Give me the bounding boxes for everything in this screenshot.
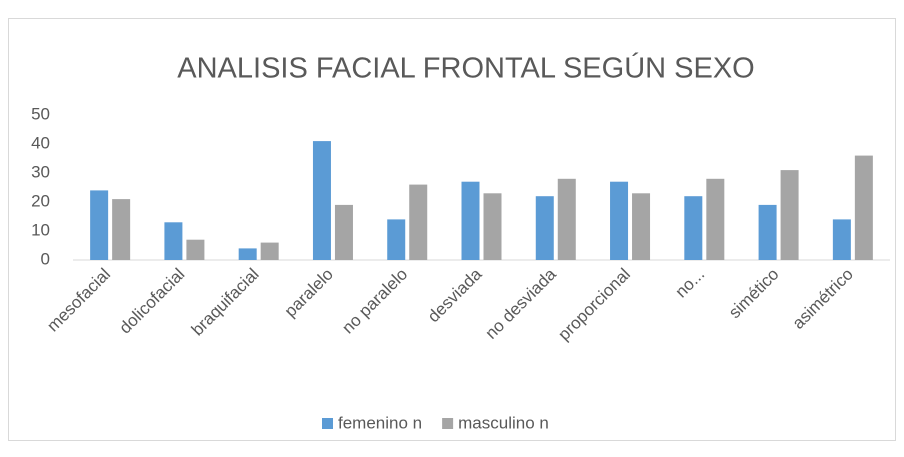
chart-title: ANALISIS FACIAL FRONTAL SEGÚN SEXO bbox=[177, 52, 754, 85]
bar bbox=[832, 219, 851, 260]
bar bbox=[334, 204, 353, 260]
bar bbox=[260, 242, 279, 260]
y-tick-label: 30 bbox=[31, 162, 50, 181]
bar bbox=[557, 178, 576, 260]
bar bbox=[387, 219, 406, 260]
bar bbox=[483, 193, 502, 260]
bar bbox=[164, 222, 183, 260]
bar bbox=[632, 193, 651, 260]
legend-swatch bbox=[322, 418, 333, 429]
bar bbox=[461, 181, 480, 260]
bar bbox=[706, 178, 725, 260]
bar bbox=[238, 248, 257, 260]
chart-frame bbox=[8, 18, 896, 441]
bar bbox=[610, 181, 629, 260]
y-tick-label: 10 bbox=[31, 220, 50, 239]
legend-swatch bbox=[442, 418, 454, 429]
bar bbox=[312, 141, 331, 260]
y-tick-label: 50 bbox=[31, 104, 50, 123]
bar bbox=[112, 199, 131, 260]
legend-label: masculino n bbox=[458, 413, 549, 432]
bar bbox=[780, 170, 799, 260]
y-tick-label: 40 bbox=[31, 133, 50, 152]
bar bbox=[90, 190, 109, 260]
y-tick-label: 20 bbox=[31, 191, 50, 210]
bar bbox=[186, 239, 205, 260]
bar bbox=[409, 184, 428, 260]
bar bbox=[535, 196, 554, 260]
legend-label: femenino n bbox=[338, 413, 422, 432]
y-tick-label: 0 bbox=[41, 249, 50, 268]
bar bbox=[684, 196, 703, 260]
bar bbox=[758, 204, 777, 260]
bar bbox=[854, 155, 873, 260]
